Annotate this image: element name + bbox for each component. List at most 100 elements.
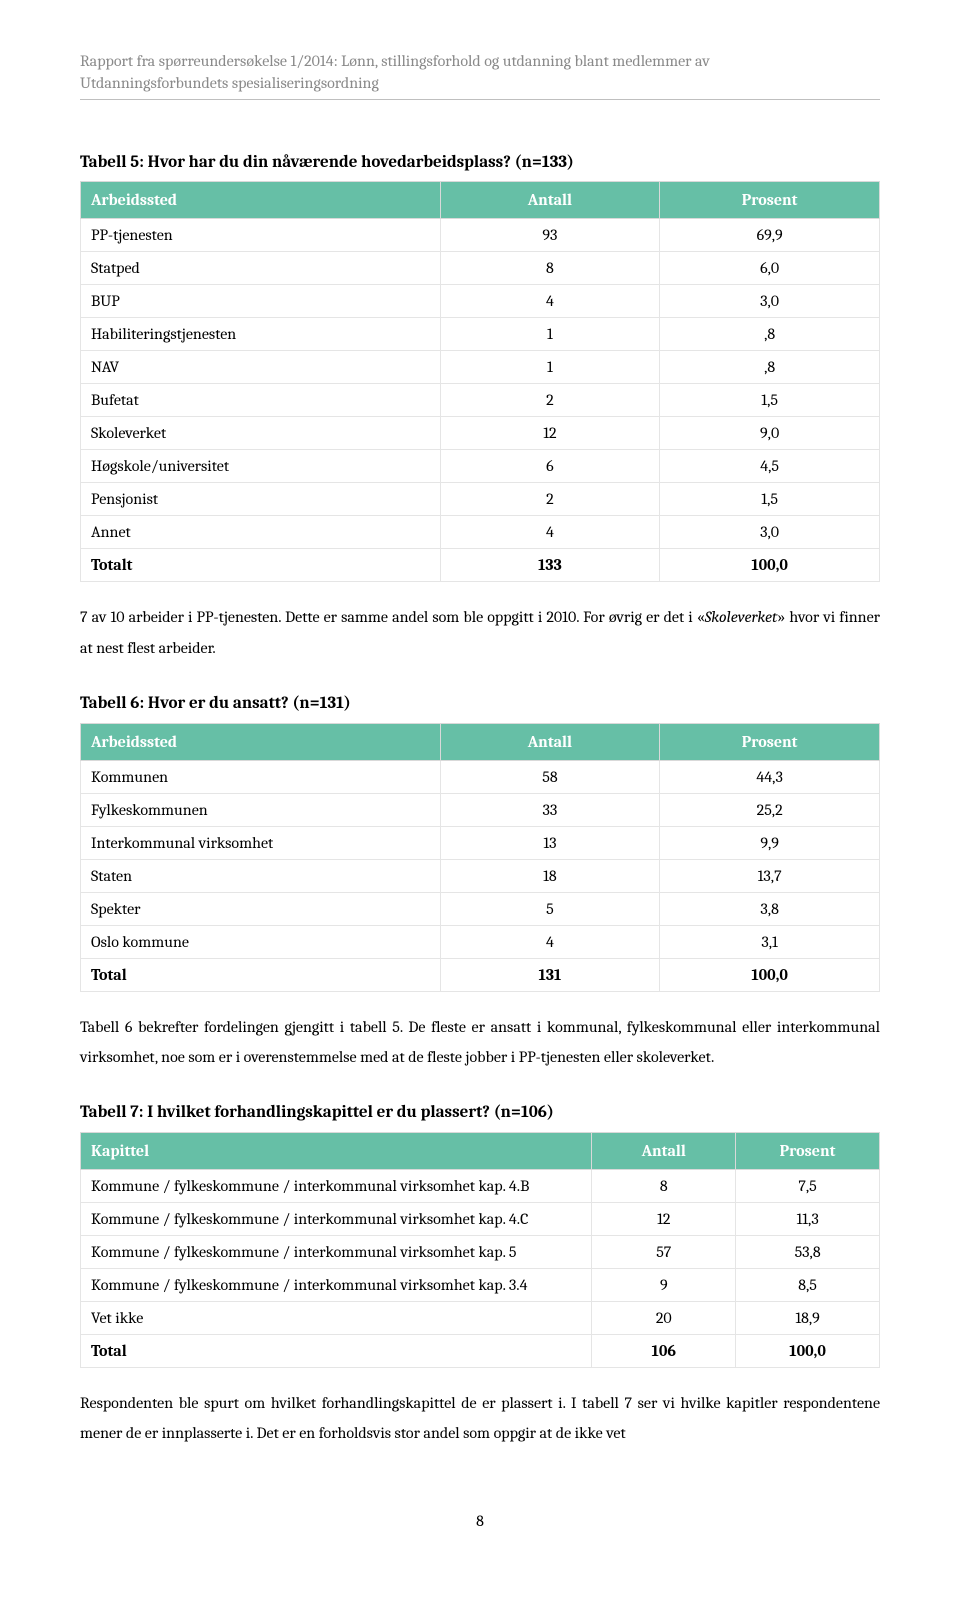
table-cell: 13 <box>440 826 660 859</box>
table-row: Oslo kommune43,1 <box>81 925 880 958</box>
table-cell: Habiliteringstjenesten <box>81 318 441 351</box>
table-cell: 8 <box>440 252 660 285</box>
table-cell: Kommune / fylkeskommune / interkommunal … <box>81 1169 592 1202</box>
table-cell: Annet <box>81 516 441 549</box>
table-total-row: Totalt133100,0 <box>81 549 880 582</box>
table-row: Fylkeskommunen3325,2 <box>81 793 880 826</box>
paragraph-1: 7 av 10 arbeider i PP-tjenesten. Dette e… <box>80 602 880 663</box>
table-row: Bufetat21,5 <box>81 384 880 417</box>
table-cell: Total <box>81 958 441 991</box>
table-cell: 1 <box>440 351 660 384</box>
table-cell: 3,0 <box>660 516 880 549</box>
table-row: PP-tjenesten9369,9 <box>81 219 880 252</box>
table-total-row: Total106100,0 <box>81 1334 880 1367</box>
table-cell: Kommune / fylkeskommune / interkommunal … <box>81 1268 592 1301</box>
table-row: Kommune / fylkeskommune / interkommunal … <box>81 1169 880 1202</box>
table-cell: 3,0 <box>660 285 880 318</box>
table-cell: 1,5 <box>660 384 880 417</box>
table6-col-header: Arbeidssted <box>81 723 441 760</box>
table-cell: 106 <box>592 1334 736 1367</box>
table6-col-header: Prosent <box>660 723 880 760</box>
table-cell: 4,5 <box>660 450 880 483</box>
table7-col-header: Prosent <box>736 1132 880 1169</box>
table-cell: 9 <box>592 1268 736 1301</box>
table5-col-header: Prosent <box>660 182 880 219</box>
table-cell: 18,9 <box>736 1301 880 1334</box>
table-cell: 133 <box>440 549 660 582</box>
table-cell: 100,0 <box>736 1334 880 1367</box>
table6: Arbeidssted Antall Prosent Kommunen5844,… <box>80 723 880 992</box>
paragraph-2: Tabell 6 bekrefter fordelingen gjengitt … <box>80 1012 880 1073</box>
table-cell: 20 <box>592 1301 736 1334</box>
table-cell: ,8 <box>660 351 880 384</box>
table-cell: 3,8 <box>660 892 880 925</box>
table-cell: Kommunen <box>81 760 441 793</box>
table-cell: 12 <box>592 1202 736 1235</box>
table-row: BUP43,0 <box>81 285 880 318</box>
table-cell: Kommune / fylkeskommune / interkommunal … <box>81 1202 592 1235</box>
table-cell: 3,1 <box>660 925 880 958</box>
table-cell: 2 <box>440 483 660 516</box>
document-header: Rapport fra spørreundersøkelse 1/2014: L… <box>80 50 880 100</box>
table-cell: 9,9 <box>660 826 880 859</box>
table-row: Spekter53,8 <box>81 892 880 925</box>
table-cell: 12 <box>440 417 660 450</box>
table-cell: 100,0 <box>660 958 880 991</box>
table-cell: Spekter <box>81 892 441 925</box>
table6-title: Tabell 6: Hvor er du ansatt? (n=131) <box>80 691 880 717</box>
table-cell: 8,5 <box>736 1268 880 1301</box>
paragraph-3: Respondenten ble spurt om hvilket forhan… <box>80 1388 880 1449</box>
table-cell: Staten <box>81 859 441 892</box>
table-cell: Statped <box>81 252 441 285</box>
table-cell: 53,8 <box>736 1235 880 1268</box>
para1-em: Skoleverket <box>705 608 778 626</box>
table-cell: 1 <box>440 318 660 351</box>
table5: Arbeidssted Antall Prosent PP-tjenesten9… <box>80 181 880 582</box>
table-cell: 1,5 <box>660 483 880 516</box>
table-cell: Kommune / fylkeskommune / interkommunal … <box>81 1235 592 1268</box>
table-cell: Pensjonist <box>81 483 441 516</box>
table-cell: 93 <box>440 219 660 252</box>
table-cell: 11,3 <box>736 1202 880 1235</box>
table-cell: Interkommunal virksomhet <box>81 826 441 859</box>
table-cell: Oslo kommune <box>81 925 441 958</box>
table7-col-header: Antall <box>592 1132 736 1169</box>
table-cell: Høgskole/universitet <box>81 450 441 483</box>
table-cell: 4 <box>440 925 660 958</box>
table-cell: 9,0 <box>660 417 880 450</box>
table-cell: 13,7 <box>660 859 880 892</box>
table-cell: PP-tjenesten <box>81 219 441 252</box>
table6-col-header: Antall <box>440 723 660 760</box>
table5-col-header: Antall <box>440 182 660 219</box>
table7: Kapittel Antall Prosent Kommune / fylkes… <box>80 1132 880 1368</box>
table-cell: Fylkeskommunen <box>81 793 441 826</box>
table-cell: ,8 <box>660 318 880 351</box>
table-cell: Bufetat <box>81 384 441 417</box>
table-row: Statped86,0 <box>81 252 880 285</box>
table-row: Interkommunal virksomhet139,9 <box>81 826 880 859</box>
table7-col-header: Kapittel <box>81 1132 592 1169</box>
table-cell: Totalt <box>81 549 441 582</box>
table-cell: 6 <box>440 450 660 483</box>
table-row: Kommune / fylkeskommune / interkommunal … <box>81 1202 880 1235</box>
table5-col-header: Arbeidssted <box>81 182 441 219</box>
table-row: Kommune / fylkeskommune / interkommunal … <box>81 1235 880 1268</box>
table5-title: Tabell 5: Hvor har du din nåværende hove… <box>80 150 880 176</box>
table-row: Kommune / fylkeskommune / interkommunal … <box>81 1268 880 1301</box>
table-cell: Skoleverket <box>81 417 441 450</box>
table-cell: Vet ikke <box>81 1301 592 1334</box>
para1-pre: 7 av 10 arbeider i PP-tjenesten. Dette e… <box>80 608 705 626</box>
table-total-row: Total131100,0 <box>81 958 880 991</box>
table-cell: 8 <box>592 1169 736 1202</box>
table-cell: 69,9 <box>660 219 880 252</box>
table-cell: 6,0 <box>660 252 880 285</box>
table-row: Pensjonist21,5 <box>81 483 880 516</box>
table-row: Vet ikke2018,9 <box>81 1301 880 1334</box>
table7-title: Tabell 7: I hvilket forhandlingskapittel… <box>80 1100 880 1126</box>
table-cell: 58 <box>440 760 660 793</box>
table-cell: 33 <box>440 793 660 826</box>
table-cell: 2 <box>440 384 660 417</box>
table-cell: 4 <box>440 516 660 549</box>
table-row: Høgskole/universitet64,5 <box>81 450 880 483</box>
page-number: 8 <box>80 1509 880 1533</box>
